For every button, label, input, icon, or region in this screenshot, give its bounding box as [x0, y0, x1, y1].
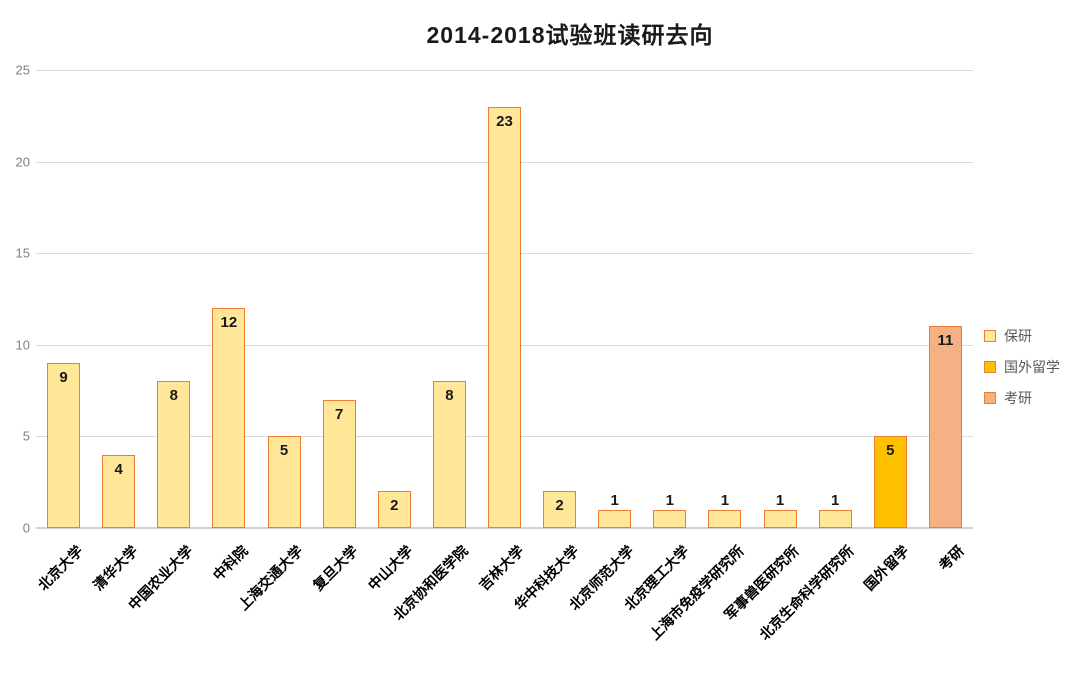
legend-label: 保研 [1004, 328, 1032, 344]
bar-value-label: 1 [610, 491, 619, 509]
x-axis-category-label: 吉林大学 [475, 542, 527, 594]
x-axis-category-label: 上海市免疫学研究所 [646, 542, 747, 643]
y-axis-tick-label: 20 [15, 154, 30, 170]
y-axis-tick-label: 0 [22, 520, 30, 536]
bar-中科院 [212, 308, 246, 528]
bar-value-label: 5 [279, 442, 289, 460]
x-axis-line [36, 527, 973, 529]
legend-label: 国外留学 [1004, 359, 1060, 375]
x-axis-category-label: 中科院 [209, 542, 251, 584]
bar-value-label: 2 [555, 497, 564, 515]
chart-legend: 保研 国外留学 考研 [984, 327, 1060, 420]
gridline [36, 70, 973, 71]
bar-中国农业大学 [157, 381, 191, 528]
legend-item-考研: 考研 [984, 389, 1060, 407]
x-axis-category-label: 考研 [936, 542, 968, 574]
y-axis-tick-label: 25 [15, 62, 30, 78]
bar-value-label: 7 [334, 405, 344, 423]
legend-item-保研: 保研 [984, 327, 1060, 345]
bar-value-label: 1 [665, 491, 674, 509]
legend-label: 考研 [1004, 390, 1032, 406]
bar-value-label: 8 [445, 387, 454, 405]
bar-value-label: 4 [114, 460, 123, 478]
bar-value-label: 1 [775, 491, 785, 509]
y-axis-tick-label: 5 [22, 428, 30, 444]
bar-中山大学 [377, 491, 411, 528]
bar-华中科技大学 [543, 491, 577, 528]
legend-swatch-icon [984, 392, 996, 404]
legend-swatch-icon [984, 330, 996, 342]
x-axis-category-label: 北京大学 [34, 542, 86, 594]
bar-value-label: 2 [390, 497, 399, 515]
legend-swatch-icon [984, 361, 996, 373]
bar-value-label: 5 [886, 442, 895, 460]
bar-北京协和医学院 [432, 381, 466, 528]
bar-上海交通大学 [267, 436, 301, 528]
bar-上海市免疫学研究所 [708, 509, 742, 528]
bar-value-label: 8 [169, 387, 178, 405]
x-axis-category-label: 复旦大学 [309, 542, 361, 594]
bar-value-label: 23 [496, 112, 513, 130]
y-axis-tick-label: 15 [15, 245, 30, 261]
bar-军事兽医研究所 [763, 509, 797, 528]
chart-title: 2014-2018试验班读研去向 [426, 22, 714, 48]
bar-吉林大学 [488, 106, 521, 528]
bar-考研 [928, 326, 962, 528]
x-axis-category-label: 国外留学 [861, 542, 913, 594]
bar-北京生命科学研究所 [818, 509, 852, 528]
x-axis-category-label: 北京生命科学研究所 [756, 542, 857, 643]
bar-value-label: 1 [720, 491, 730, 509]
legend-item-国外留学: 国外留学 [984, 358, 1060, 376]
bar-复旦大学 [322, 399, 356, 528]
x-axis-category-label: 清华大学 [89, 542, 141, 594]
bar-value-label: 9 [59, 369, 68, 387]
bar-北京大学 [47, 363, 81, 528]
bar-value-label: 12 [220, 314, 238, 332]
bar-北京师范大学 [598, 509, 632, 528]
x-axis-category-label: 中山大学 [365, 542, 416, 594]
bar-国外留学 [873, 436, 907, 528]
bar-北京理工大学 [653, 509, 687, 528]
y-axis-tick-label: 10 [15, 337, 30, 353]
bar-value-label: 1 [831, 491, 840, 509]
bar-value-label: 11 [937, 332, 954, 350]
bar-清华大学 [102, 454, 136, 528]
